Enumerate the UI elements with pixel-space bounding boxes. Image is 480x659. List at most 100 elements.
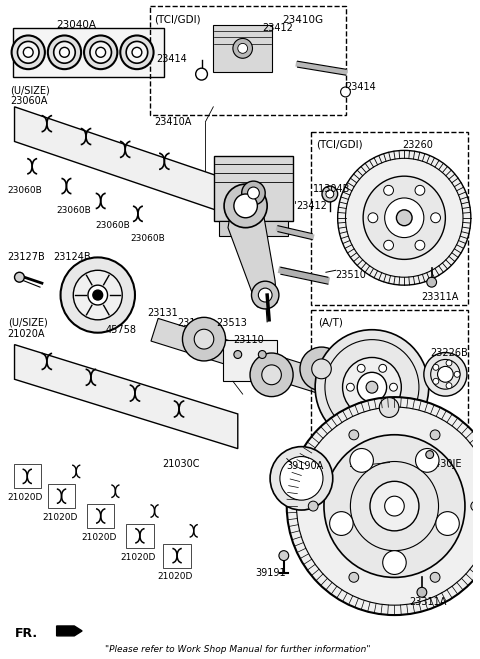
Text: 23311A: 23311A (409, 597, 446, 607)
Circle shape (308, 501, 318, 511)
Text: 23311B: 23311B (426, 439, 463, 449)
Text: 23513: 23513 (216, 318, 247, 328)
Circle shape (224, 184, 267, 227)
Circle shape (315, 330, 429, 445)
Circle shape (54, 42, 75, 63)
Text: 23211B: 23211B (321, 436, 359, 445)
Text: FR.: FR. (14, 627, 37, 640)
Circle shape (417, 587, 427, 597)
Text: 23120: 23120 (177, 318, 208, 328)
Circle shape (279, 551, 288, 561)
Bar (311, 310, 468, 449)
Circle shape (120, 36, 154, 69)
Circle shape (431, 213, 441, 223)
Circle shape (357, 402, 365, 410)
Circle shape (238, 43, 248, 53)
Circle shape (427, 277, 437, 287)
Circle shape (384, 241, 394, 250)
Bar (48, 484, 75, 508)
Text: 21020D: 21020D (8, 493, 43, 502)
Circle shape (357, 372, 386, 402)
Text: 23200B: 23200B (395, 449, 432, 459)
Circle shape (330, 511, 353, 535)
Text: 39191: 39191 (255, 567, 286, 577)
Text: 21020D: 21020D (120, 553, 156, 561)
Circle shape (471, 501, 480, 511)
Circle shape (250, 353, 293, 397)
Circle shape (324, 435, 465, 577)
Text: (A/T): (A/T) (318, 318, 343, 328)
Circle shape (415, 241, 425, 250)
Circle shape (383, 551, 406, 575)
Circle shape (379, 402, 386, 410)
Circle shape (312, 359, 331, 379)
Circle shape (182, 318, 226, 361)
FancyArrow shape (57, 626, 82, 636)
Bar (126, 524, 154, 548)
Bar (214, 156, 293, 221)
Text: (TCI/GDI): (TCI/GDI) (316, 140, 363, 150)
Text: 1430JE: 1430JE (429, 459, 462, 469)
Circle shape (370, 481, 419, 531)
Bar (213, 24, 272, 72)
Text: 21030C: 21030C (162, 459, 200, 469)
Text: 23412: 23412 (297, 201, 327, 211)
Text: 21020D: 21020D (42, 513, 77, 522)
Circle shape (126, 42, 148, 63)
Polygon shape (14, 345, 238, 449)
Text: 23412: 23412 (262, 22, 293, 32)
Text: 23060A: 23060A (11, 96, 48, 106)
Text: 23414: 23414 (346, 82, 376, 92)
Bar (150, 6, 346, 115)
Circle shape (396, 210, 412, 225)
Circle shape (17, 42, 39, 63)
Circle shape (430, 573, 440, 583)
Bar (13, 465, 41, 488)
Circle shape (363, 176, 445, 260)
Text: 21020D: 21020D (81, 533, 117, 542)
Circle shape (415, 185, 425, 195)
Text: 23124B: 23124B (54, 252, 91, 262)
Circle shape (280, 457, 323, 500)
Bar (12, 28, 164, 77)
Circle shape (384, 198, 424, 238)
Circle shape (368, 386, 410, 429)
Circle shape (349, 430, 359, 440)
Text: 23260: 23260 (402, 140, 433, 150)
Text: 11304B: 11304B (313, 184, 350, 194)
Circle shape (258, 351, 266, 358)
Circle shape (60, 47, 70, 57)
Circle shape (88, 285, 108, 305)
Text: 23410G: 23410G (282, 14, 323, 24)
Circle shape (384, 185, 394, 195)
Text: 23040A: 23040A (57, 20, 96, 30)
Circle shape (187, 328, 210, 351)
Circle shape (14, 272, 24, 282)
Circle shape (60, 258, 135, 333)
Circle shape (433, 378, 439, 384)
Circle shape (433, 364, 439, 370)
Circle shape (84, 36, 117, 69)
Text: 23410A: 23410A (155, 117, 192, 127)
Circle shape (322, 186, 337, 202)
Circle shape (432, 426, 442, 436)
Text: "Please refer to Work Shop Manual for further information": "Please refer to Work Shop Manual for fu… (105, 645, 371, 654)
Circle shape (424, 353, 467, 396)
Circle shape (194, 330, 214, 349)
Circle shape (196, 68, 207, 80)
Circle shape (258, 288, 272, 302)
Circle shape (343, 357, 401, 417)
Circle shape (341, 87, 350, 97)
Circle shape (366, 382, 378, 393)
Text: 21020A: 21020A (8, 329, 45, 339)
Circle shape (379, 397, 399, 417)
Text: 23226B: 23226B (431, 347, 468, 358)
Circle shape (454, 371, 460, 378)
Bar (311, 132, 468, 305)
Text: (U/SIZE): (U/SIZE) (11, 85, 50, 95)
Circle shape (73, 270, 122, 320)
Circle shape (379, 364, 386, 372)
Bar (87, 504, 114, 528)
Circle shape (248, 187, 259, 199)
Circle shape (96, 47, 106, 57)
